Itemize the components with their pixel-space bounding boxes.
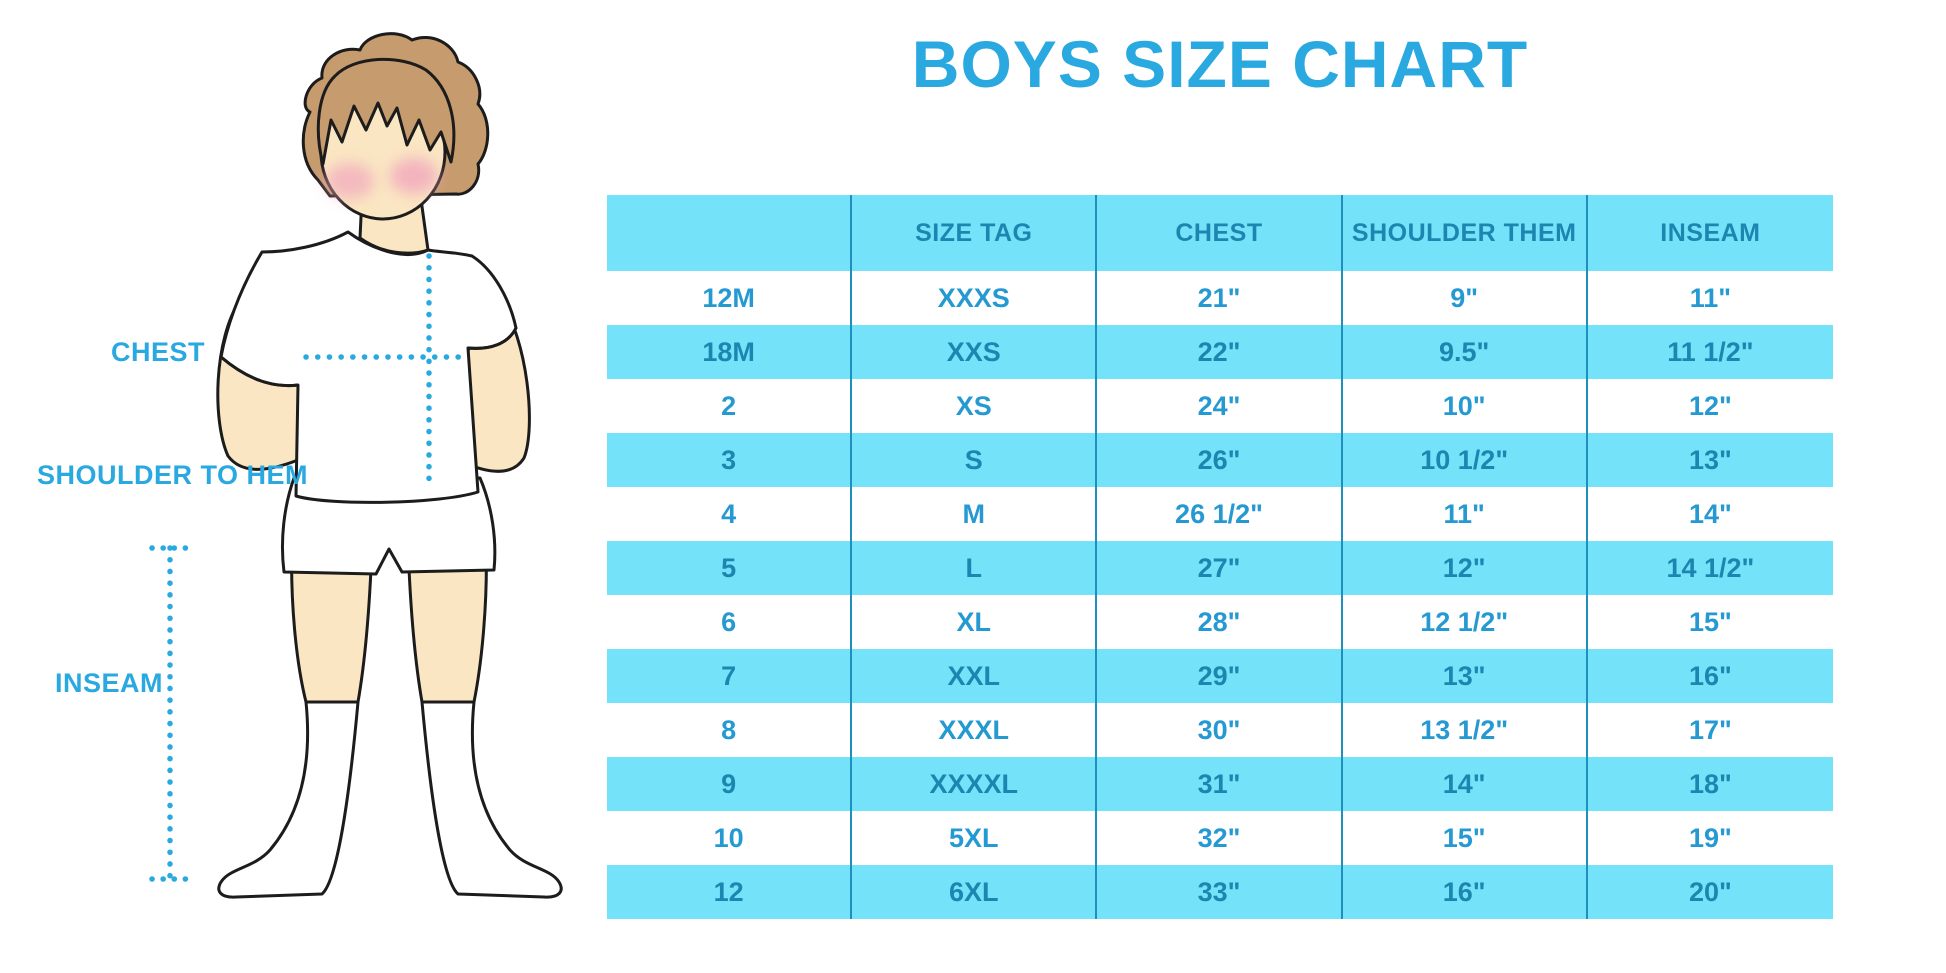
table-cell: 6XL xyxy=(852,865,1098,919)
table-row: 3 S 26" 10 1/2" 13" xyxy=(607,433,1833,487)
table-cell: 24" xyxy=(1097,379,1343,433)
table-cell: 10 xyxy=(607,811,853,865)
table-cell: L xyxy=(852,541,1098,595)
table-cell: 18" xyxy=(1688,769,1732,799)
table-cell: 2 xyxy=(607,379,853,433)
table-cell: XXS xyxy=(852,325,1098,379)
table-row: 18M XXS 22" 9.5" 11 1/2" xyxy=(607,325,1833,379)
table-cell: 14 1/2" xyxy=(1666,553,1755,583)
table-cell: 12" xyxy=(1688,391,1732,421)
table-cell: 13" xyxy=(1343,649,1588,703)
table-cell: 15" xyxy=(1688,607,1732,637)
table-cell: 9 xyxy=(607,757,853,811)
head xyxy=(301,32,490,255)
table-cell: 21" xyxy=(1097,271,1343,325)
table-cell: 20" xyxy=(1688,877,1732,907)
table-cell: 12 xyxy=(607,865,853,919)
table-row: 2 XS 24" 10" 12" xyxy=(607,379,1833,433)
inseam-label: INSEAM xyxy=(55,668,164,698)
table-cell: XXXXL xyxy=(852,757,1098,811)
shoulder-to-hem-label: SHOULDER TO HEM xyxy=(37,460,309,490)
table-cell: 10 1/2" xyxy=(1343,433,1588,487)
table-row: 4 M 26 1/2" 11" 14" xyxy=(607,487,1833,541)
table-cell: 11" xyxy=(1343,487,1588,541)
table-cell: 16" xyxy=(1343,865,1588,919)
size-table: SIZE TAG CHEST SHOULDER THEM INSEAM 12M … xyxy=(607,195,1833,919)
table-cell: 10" xyxy=(1343,379,1588,433)
header-cell: INSEAM xyxy=(1660,219,1761,247)
table-cell: 29" xyxy=(1097,649,1343,703)
table-header-row: SIZE TAG CHEST SHOULDER THEM INSEAM xyxy=(607,195,1833,271)
table-cell: 28" xyxy=(1097,595,1343,649)
cheek-left xyxy=(326,163,374,199)
table-cell: 26 1/2" xyxy=(1097,487,1343,541)
table-cell: 19" xyxy=(1688,823,1732,853)
table-cell: 6 xyxy=(607,595,853,649)
header-cell: SIZE TAG xyxy=(852,195,1098,271)
table-cell: 9" xyxy=(1343,271,1588,325)
header-cell xyxy=(607,195,853,271)
table-cell: 12" xyxy=(1343,541,1588,595)
legs xyxy=(217,538,563,899)
table-cell: 4 xyxy=(607,487,853,541)
table-cell: 5XL xyxy=(852,811,1098,865)
table-row: 5 L 27" 12" 14 1/2" xyxy=(607,541,1833,595)
table-cell: 22" xyxy=(1097,325,1343,379)
table-row: 7 XXL 29" 13" 16" xyxy=(607,649,1833,703)
table-cell: 30" xyxy=(1097,703,1343,757)
table-cell: 33" xyxy=(1097,865,1343,919)
table-cell: 5 xyxy=(607,541,853,595)
table-cell: 13 1/2" xyxy=(1343,703,1588,757)
table-row: 6 XL 28" 12 1/2" 15" xyxy=(607,595,1833,649)
table-cell: 27" xyxy=(1097,541,1343,595)
table-cell: 14" xyxy=(1688,499,1732,529)
table-row: 10 5XL 32" 15" 19" xyxy=(607,811,1833,865)
table-cell: 13" xyxy=(1688,445,1732,475)
table-cell: 8 xyxy=(607,703,853,757)
table-cell: 14" xyxy=(1343,757,1588,811)
chest-label: CHEST xyxy=(110,337,205,367)
header-cell: SHOULDER THEM xyxy=(1343,195,1588,271)
header-cell: CHEST xyxy=(1097,195,1343,271)
measurement-lines xyxy=(149,253,465,882)
table-cell: 9.5" xyxy=(1343,325,1588,379)
table-row: 9 XXXXL 31" 14" 18" xyxy=(607,757,1833,811)
table-cell: 31" xyxy=(1097,757,1343,811)
table-cell: 12M xyxy=(607,271,853,325)
boy-illustration xyxy=(149,32,563,899)
table-cell: 11 1/2" xyxy=(1667,337,1754,367)
table-cell: XS xyxy=(852,379,1098,433)
table-row: 12M XXXS 21" 9" 11" xyxy=(607,271,1833,325)
table-cell: XXL xyxy=(852,649,1098,703)
table-cell: 15" xyxy=(1343,811,1588,865)
table-row: 8 XXXL 30" 13 1/2" 17" xyxy=(607,703,1833,757)
table-row: 12 6XL 33" 16" 20" xyxy=(607,865,1833,919)
table-cell: S xyxy=(852,433,1098,487)
table-cell: 11" xyxy=(1689,283,1732,313)
table-cell: M xyxy=(852,487,1098,541)
table-cell: 12 1/2" xyxy=(1343,595,1588,649)
inseam-measure-line xyxy=(149,545,199,882)
table-cell: XL xyxy=(852,595,1098,649)
cheek-right xyxy=(390,158,438,194)
table-cell: XXXL xyxy=(852,703,1098,757)
table-cell: XXXS xyxy=(852,271,1098,325)
table-cell: 32" xyxy=(1097,811,1343,865)
table-cell: 7 xyxy=(607,649,853,703)
table-cell: 17" xyxy=(1688,715,1732,745)
page-title: BOYS SIZE CHART xyxy=(911,27,1529,101)
table-cell: 3 xyxy=(607,433,853,487)
table-cell: 18M xyxy=(607,325,853,379)
table-cell: 16" xyxy=(1688,661,1732,691)
table-cell: 26" xyxy=(1097,433,1343,487)
shirt xyxy=(219,230,518,504)
